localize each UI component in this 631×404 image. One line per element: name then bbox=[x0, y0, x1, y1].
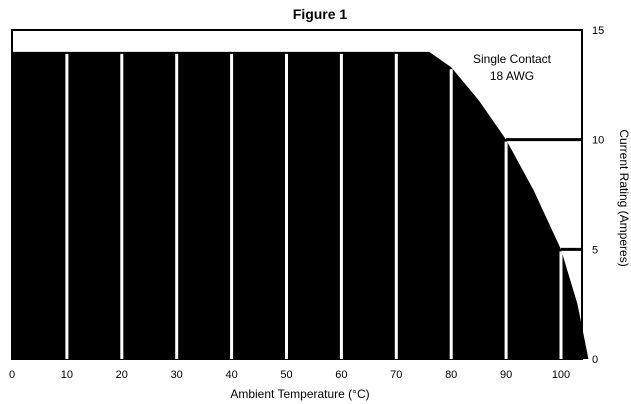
vertical-gridlines bbox=[65, 53, 563, 359]
x-tick-label: 40 bbox=[225, 369, 237, 381]
y-tick-label: 5 bbox=[592, 244, 598, 256]
x-tick-label: 20 bbox=[116, 369, 128, 381]
x-tick-label: 30 bbox=[171, 369, 183, 381]
y-tick-labels: 0 5 10 15 bbox=[592, 25, 604, 366]
chart-title: Figure 1 bbox=[293, 6, 348, 22]
x-tick-label: 60 bbox=[335, 369, 347, 381]
x-tick-label: 70 bbox=[390, 369, 402, 381]
x-tick-label: 100 bbox=[552, 369, 570, 381]
y-axis-label: Current Rating (Amperes) bbox=[617, 129, 631, 266]
x-tick-label: 90 bbox=[500, 369, 512, 381]
y-tick-label: 15 bbox=[592, 25, 604, 37]
current-rating-area bbox=[12, 51, 589, 359]
x-tick-labels: 0 10 20 30 40 50 60 70 80 90 100 bbox=[9, 369, 570, 381]
annotation-line-2: 18 AWG bbox=[490, 69, 534, 83]
x-tick-label: 80 bbox=[445, 369, 457, 381]
reference-lines bbox=[506, 138, 582, 251]
annotation-line-1: Single Contact bbox=[473, 52, 552, 66]
y-tick-label: 10 bbox=[592, 135, 604, 147]
x-tick-label: 0 bbox=[9, 369, 15, 381]
x-tick-label: 50 bbox=[280, 369, 292, 381]
x-axis-label: Ambient Temperature (°C) bbox=[230, 387, 369, 401]
x-tick-label: 10 bbox=[61, 369, 73, 381]
y-tick-label: 0 bbox=[592, 354, 598, 366]
